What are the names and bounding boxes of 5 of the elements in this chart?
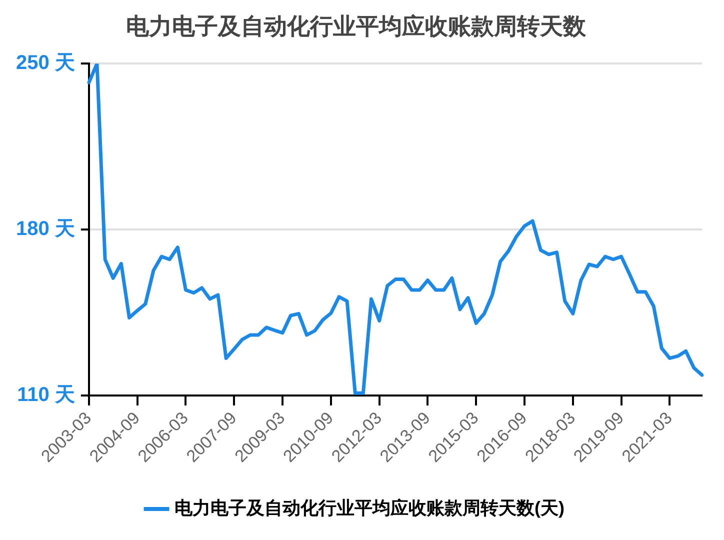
chart-title: 电力电子及自动化行业平均应收账款周转天数 [126, 13, 587, 40]
y-tick-label: 250 天 [16, 52, 75, 74]
y-tick-label: 110 天 [17, 384, 75, 406]
y-tick-label: 180 天 [16, 218, 75, 240]
legend-label: 电力电子及自动化行业平均应收账款周转天数(天) [174, 498, 565, 518]
